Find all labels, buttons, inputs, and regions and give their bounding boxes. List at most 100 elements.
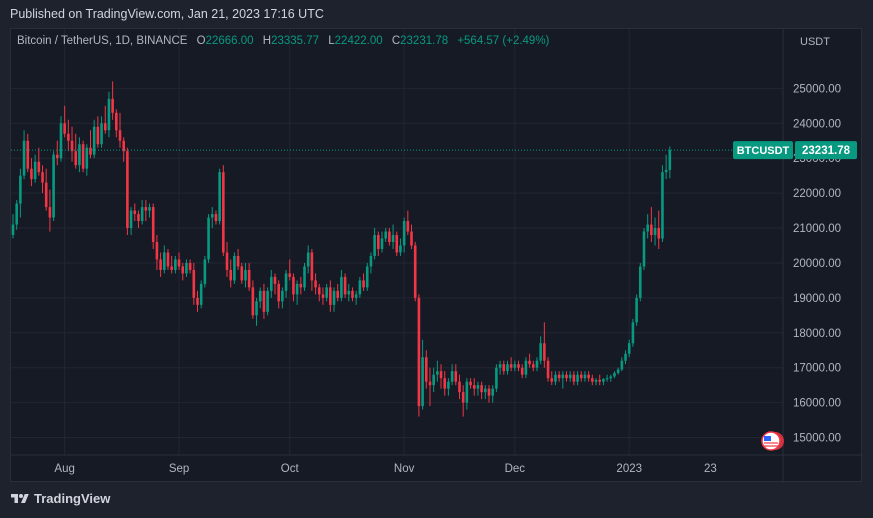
candle-body xyxy=(229,269,233,281)
y-tick-label: 24000.00 xyxy=(793,118,841,130)
candle-body xyxy=(74,151,78,166)
candle-body xyxy=(78,144,81,166)
candle-body xyxy=(11,224,15,236)
candle-body xyxy=(115,112,118,131)
candle-body xyxy=(174,259,177,270)
candle-body xyxy=(620,360,624,370)
candle-body xyxy=(624,353,627,361)
x-tick-label: Oct xyxy=(281,463,300,475)
candle-body xyxy=(177,259,181,267)
candle-body xyxy=(129,210,133,229)
candle-body xyxy=(185,262,188,274)
candle-body xyxy=(26,140,30,169)
footer-brand[interactable]: TradingView xyxy=(10,491,110,506)
candle-body xyxy=(631,322,635,344)
low-label: L xyxy=(328,35,335,47)
candle-body xyxy=(343,276,347,295)
y-tick-label: 18000.00 xyxy=(793,328,841,340)
candle-body xyxy=(668,150,672,170)
candle-body xyxy=(170,266,173,270)
y-tick-label: 21000.00 xyxy=(793,223,841,235)
candle-body xyxy=(579,374,583,379)
candle-body xyxy=(432,374,435,386)
candle-body xyxy=(594,379,598,382)
candle-body xyxy=(436,371,439,375)
candle-body xyxy=(336,290,340,298)
candle-body xyxy=(495,367,498,389)
high-value: 23335.77 xyxy=(271,35,320,47)
candle-body xyxy=(531,364,535,368)
candle-body xyxy=(155,242,159,260)
candle-body xyxy=(222,172,225,253)
y-tick-label: 15000.00 xyxy=(793,433,841,445)
candle-body xyxy=(140,207,144,222)
candle-body xyxy=(546,360,550,379)
candle-body xyxy=(380,238,384,249)
candle-body xyxy=(520,367,524,375)
candle-body xyxy=(472,385,476,389)
candle-body xyxy=(52,154,55,218)
chart-panel[interactable]: 25000.00 24000.00 23000.00 22000.00 21000.00… xyxy=(10,28,863,483)
candle-body xyxy=(498,364,502,368)
candle-body xyxy=(218,172,221,222)
candle-body xyxy=(602,378,605,382)
x-tick-label: Sep xyxy=(169,463,189,475)
candle-body xyxy=(476,385,480,389)
candle-body xyxy=(613,372,616,377)
us-flag-events-icon[interactable] xyxy=(761,431,784,451)
candle-body xyxy=(144,207,148,211)
candle-body xyxy=(210,214,214,218)
candle-body xyxy=(406,221,410,232)
open-value: 22666.00 xyxy=(205,35,254,47)
candle-body xyxy=(421,357,424,407)
candle-body xyxy=(664,169,668,173)
candle-body xyxy=(41,172,44,183)
candle-body xyxy=(225,252,229,270)
x-tick-label: 23 xyxy=(704,463,717,475)
candle-body xyxy=(162,252,166,270)
candle-body xyxy=(513,364,517,368)
change-value: +564.57 (+2.49%) xyxy=(457,35,550,47)
candle-body xyxy=(347,290,351,295)
candle-body xyxy=(181,266,185,274)
candle-body xyxy=(329,287,332,305)
candle-body xyxy=(410,231,413,246)
price-tag xyxy=(795,141,857,160)
candle-body xyxy=(535,360,539,368)
candle-body xyxy=(310,252,314,281)
candle-body xyxy=(587,374,590,379)
candle-body xyxy=(70,140,74,152)
candle-body xyxy=(484,388,487,393)
candle-body xyxy=(517,364,520,368)
candle-body xyxy=(281,290,284,302)
candle-body xyxy=(103,123,107,131)
brand-name: TradingView xyxy=(34,491,111,506)
candle-body xyxy=(646,224,649,232)
candle-body xyxy=(653,228,657,236)
open-label: O xyxy=(196,35,206,47)
close-label: C xyxy=(391,35,401,47)
x-tick-label: Nov xyxy=(394,463,415,475)
candle-body xyxy=(273,276,277,284)
candle-body xyxy=(325,287,328,298)
candle-body xyxy=(439,371,443,379)
candle-body xyxy=(92,126,96,155)
candle-body xyxy=(480,385,483,393)
candle-body xyxy=(417,297,421,407)
symbol-title[interactable]: Bitcoin / TetherUS, 1D, BINANCE xyxy=(17,35,188,47)
candle-body xyxy=(321,294,325,298)
candle-body xyxy=(565,374,568,379)
candle-body xyxy=(358,280,362,295)
candle-body xyxy=(118,130,122,141)
y-tick-label: 19000.00 xyxy=(793,293,841,305)
candle-body xyxy=(37,161,41,173)
candlestick-chart[interactable]: 25000.0024000.0023000.0022000.0021000.00… xyxy=(11,29,863,483)
candle-body xyxy=(605,378,609,380)
y-tick-label: 25000.00 xyxy=(793,83,841,95)
candle-body xyxy=(661,172,664,239)
candle-body xyxy=(399,245,402,253)
candle-body xyxy=(469,381,472,386)
candle-body xyxy=(188,262,192,270)
candle-body xyxy=(362,280,365,288)
candle-body xyxy=(63,123,66,134)
